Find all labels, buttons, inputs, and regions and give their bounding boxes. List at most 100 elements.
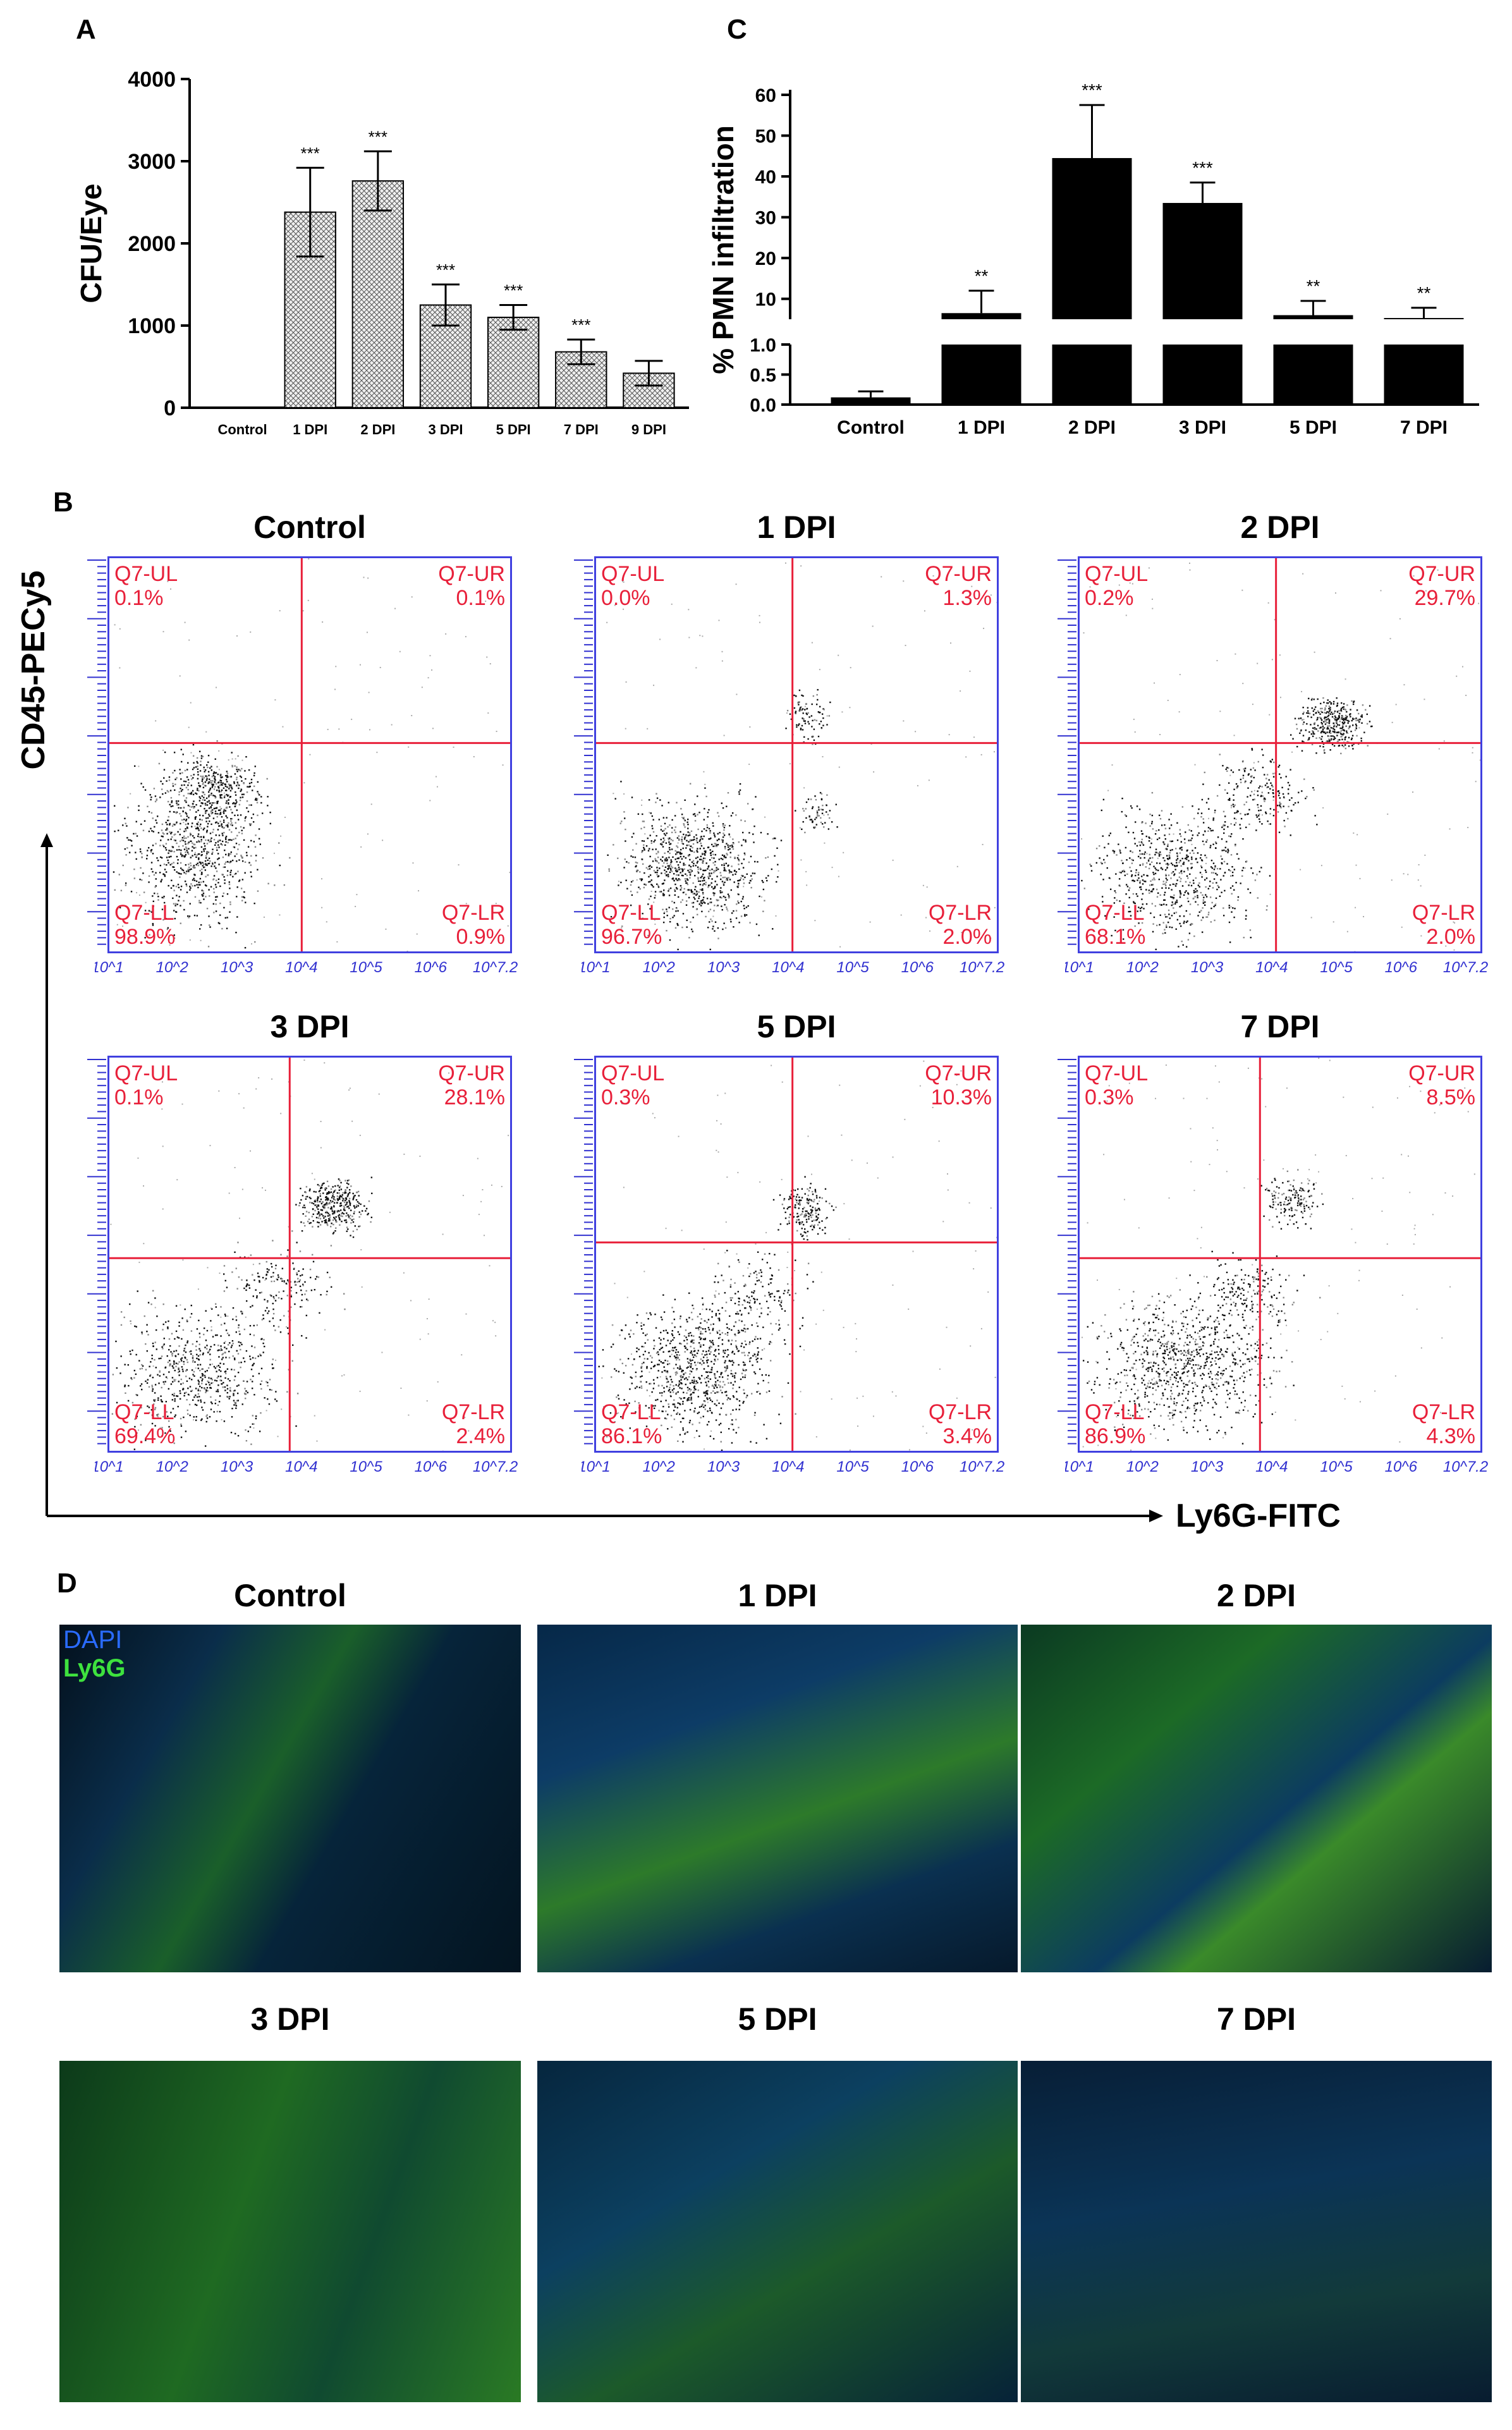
- significance-label: ***: [301, 143, 320, 162]
- event-dot: [726, 908, 728, 910]
- event-dot: [1171, 849, 1173, 851]
- event-dot: [367, 833, 369, 835]
- event-dot: [227, 1378, 229, 1380]
- event-dot: [684, 819, 686, 822]
- event-dot: [152, 845, 154, 846]
- event-dot: [229, 903, 231, 905]
- event-dot: [709, 849, 711, 851]
- bar: [1052, 158, 1132, 319]
- event-dot: [337, 1185, 339, 1187]
- event-dot: [465, 636, 466, 638]
- event-dot: [1200, 910, 1202, 912]
- event-dot: [1106, 855, 1108, 857]
- event-dot: [180, 885, 183, 888]
- event-dot: [1143, 857, 1145, 859]
- event-dot: [251, 1388, 253, 1389]
- event-dot: [211, 786, 213, 788]
- event-dot: [332, 1198, 335, 1200]
- event-dot: [1315, 737, 1317, 739]
- event-dot: [161, 835, 163, 838]
- event-dot: [157, 1413, 159, 1415]
- event-dot: [674, 894, 676, 896]
- event-dot: [217, 841, 219, 843]
- event-dot: [685, 836, 686, 838]
- event-dot: [1348, 726, 1351, 728]
- event-dot: [224, 1322, 226, 1324]
- bar-lower-segment: [1273, 345, 1353, 405]
- event-dot: [668, 907, 670, 908]
- event-dot: [1175, 928, 1177, 930]
- event-dot: [1328, 712, 1331, 714]
- event-dot: [155, 798, 158, 800]
- event-dot: [240, 1366, 241, 1369]
- event-dot: [187, 762, 189, 764]
- event-dot: [1186, 867, 1189, 869]
- event-dot: [607, 854, 609, 856]
- event-dot: [723, 826, 726, 829]
- event-dot: [744, 853, 746, 856]
- event-dot: [185, 864, 187, 866]
- event-dot: [744, 913, 746, 916]
- event-dot: [1329, 707, 1331, 709]
- event-dot: [614, 604, 616, 606]
- event-dot: [701, 876, 703, 877]
- event-dot: [348, 1200, 350, 1202]
- event-dot: [152, 1388, 154, 1390]
- event-dot: [350, 1185, 352, 1187]
- event-dot: [236, 1392, 239, 1395]
- event-dot: [219, 821, 221, 822]
- event-dot: [248, 823, 251, 825]
- event-dot: [799, 708, 801, 711]
- event-dot: [224, 837, 227, 839]
- event-dot: [1344, 736, 1347, 738]
- event-dot: [1157, 857, 1159, 859]
- event-dot: [240, 776, 243, 778]
- event-dot: [1126, 859, 1128, 861]
- event-dot: [246, 800, 248, 802]
- event-dot: [692, 882, 694, 884]
- event-dot: [224, 783, 226, 785]
- event-dot: [226, 917, 228, 919]
- event-dot: [816, 693, 818, 696]
- event-dot: [183, 837, 186, 840]
- x-tick-label: 2 DPI: [1068, 417, 1116, 438]
- event-dot: [669, 864, 671, 865]
- event-dot: [752, 809, 753, 810]
- event-dot: [714, 843, 716, 845]
- event-dot: [168, 1420, 170, 1422]
- event-dot: [1180, 841, 1183, 843]
- event-dot: [206, 1387, 209, 1389]
- event-dot: [226, 800, 228, 802]
- event-dot: [197, 766, 198, 767]
- event-dot: [738, 791, 740, 793]
- event-dot: [189, 833, 192, 834]
- event-dot: [669, 920, 671, 923]
- event-dot: [204, 808, 205, 810]
- event-dot: [1143, 908, 1145, 910]
- event-dot: [1288, 799, 1291, 801]
- event-dot: [1207, 798, 1210, 800]
- event-dot: [1355, 907, 1357, 908]
- event-dot: [731, 912, 733, 914]
- event-dot: [221, 784, 223, 786]
- event-dot: [122, 864, 124, 867]
- event-dot: [822, 809, 824, 811]
- event-dot: [717, 927, 719, 929]
- event-dot: [173, 937, 176, 939]
- event-dot: [1269, 714, 1271, 716]
- event-dot: [642, 863, 644, 865]
- event-dot: [709, 874, 710, 876]
- event-dot: [1351, 744, 1353, 747]
- event-dot: [1427, 943, 1429, 944]
- event-dot: [1279, 773, 1281, 775]
- event-dot: [1272, 792, 1274, 795]
- event-dot: [223, 1382, 224, 1384]
- event-dot: [705, 915, 707, 918]
- event-dot: [1210, 872, 1213, 874]
- event-dot: [632, 856, 634, 858]
- event-dot: [1241, 589, 1243, 591]
- event-dot: [660, 891, 662, 893]
- event-dot: [174, 811, 176, 813]
- event-dot: [726, 854, 728, 856]
- event-dot: [211, 783, 213, 786]
